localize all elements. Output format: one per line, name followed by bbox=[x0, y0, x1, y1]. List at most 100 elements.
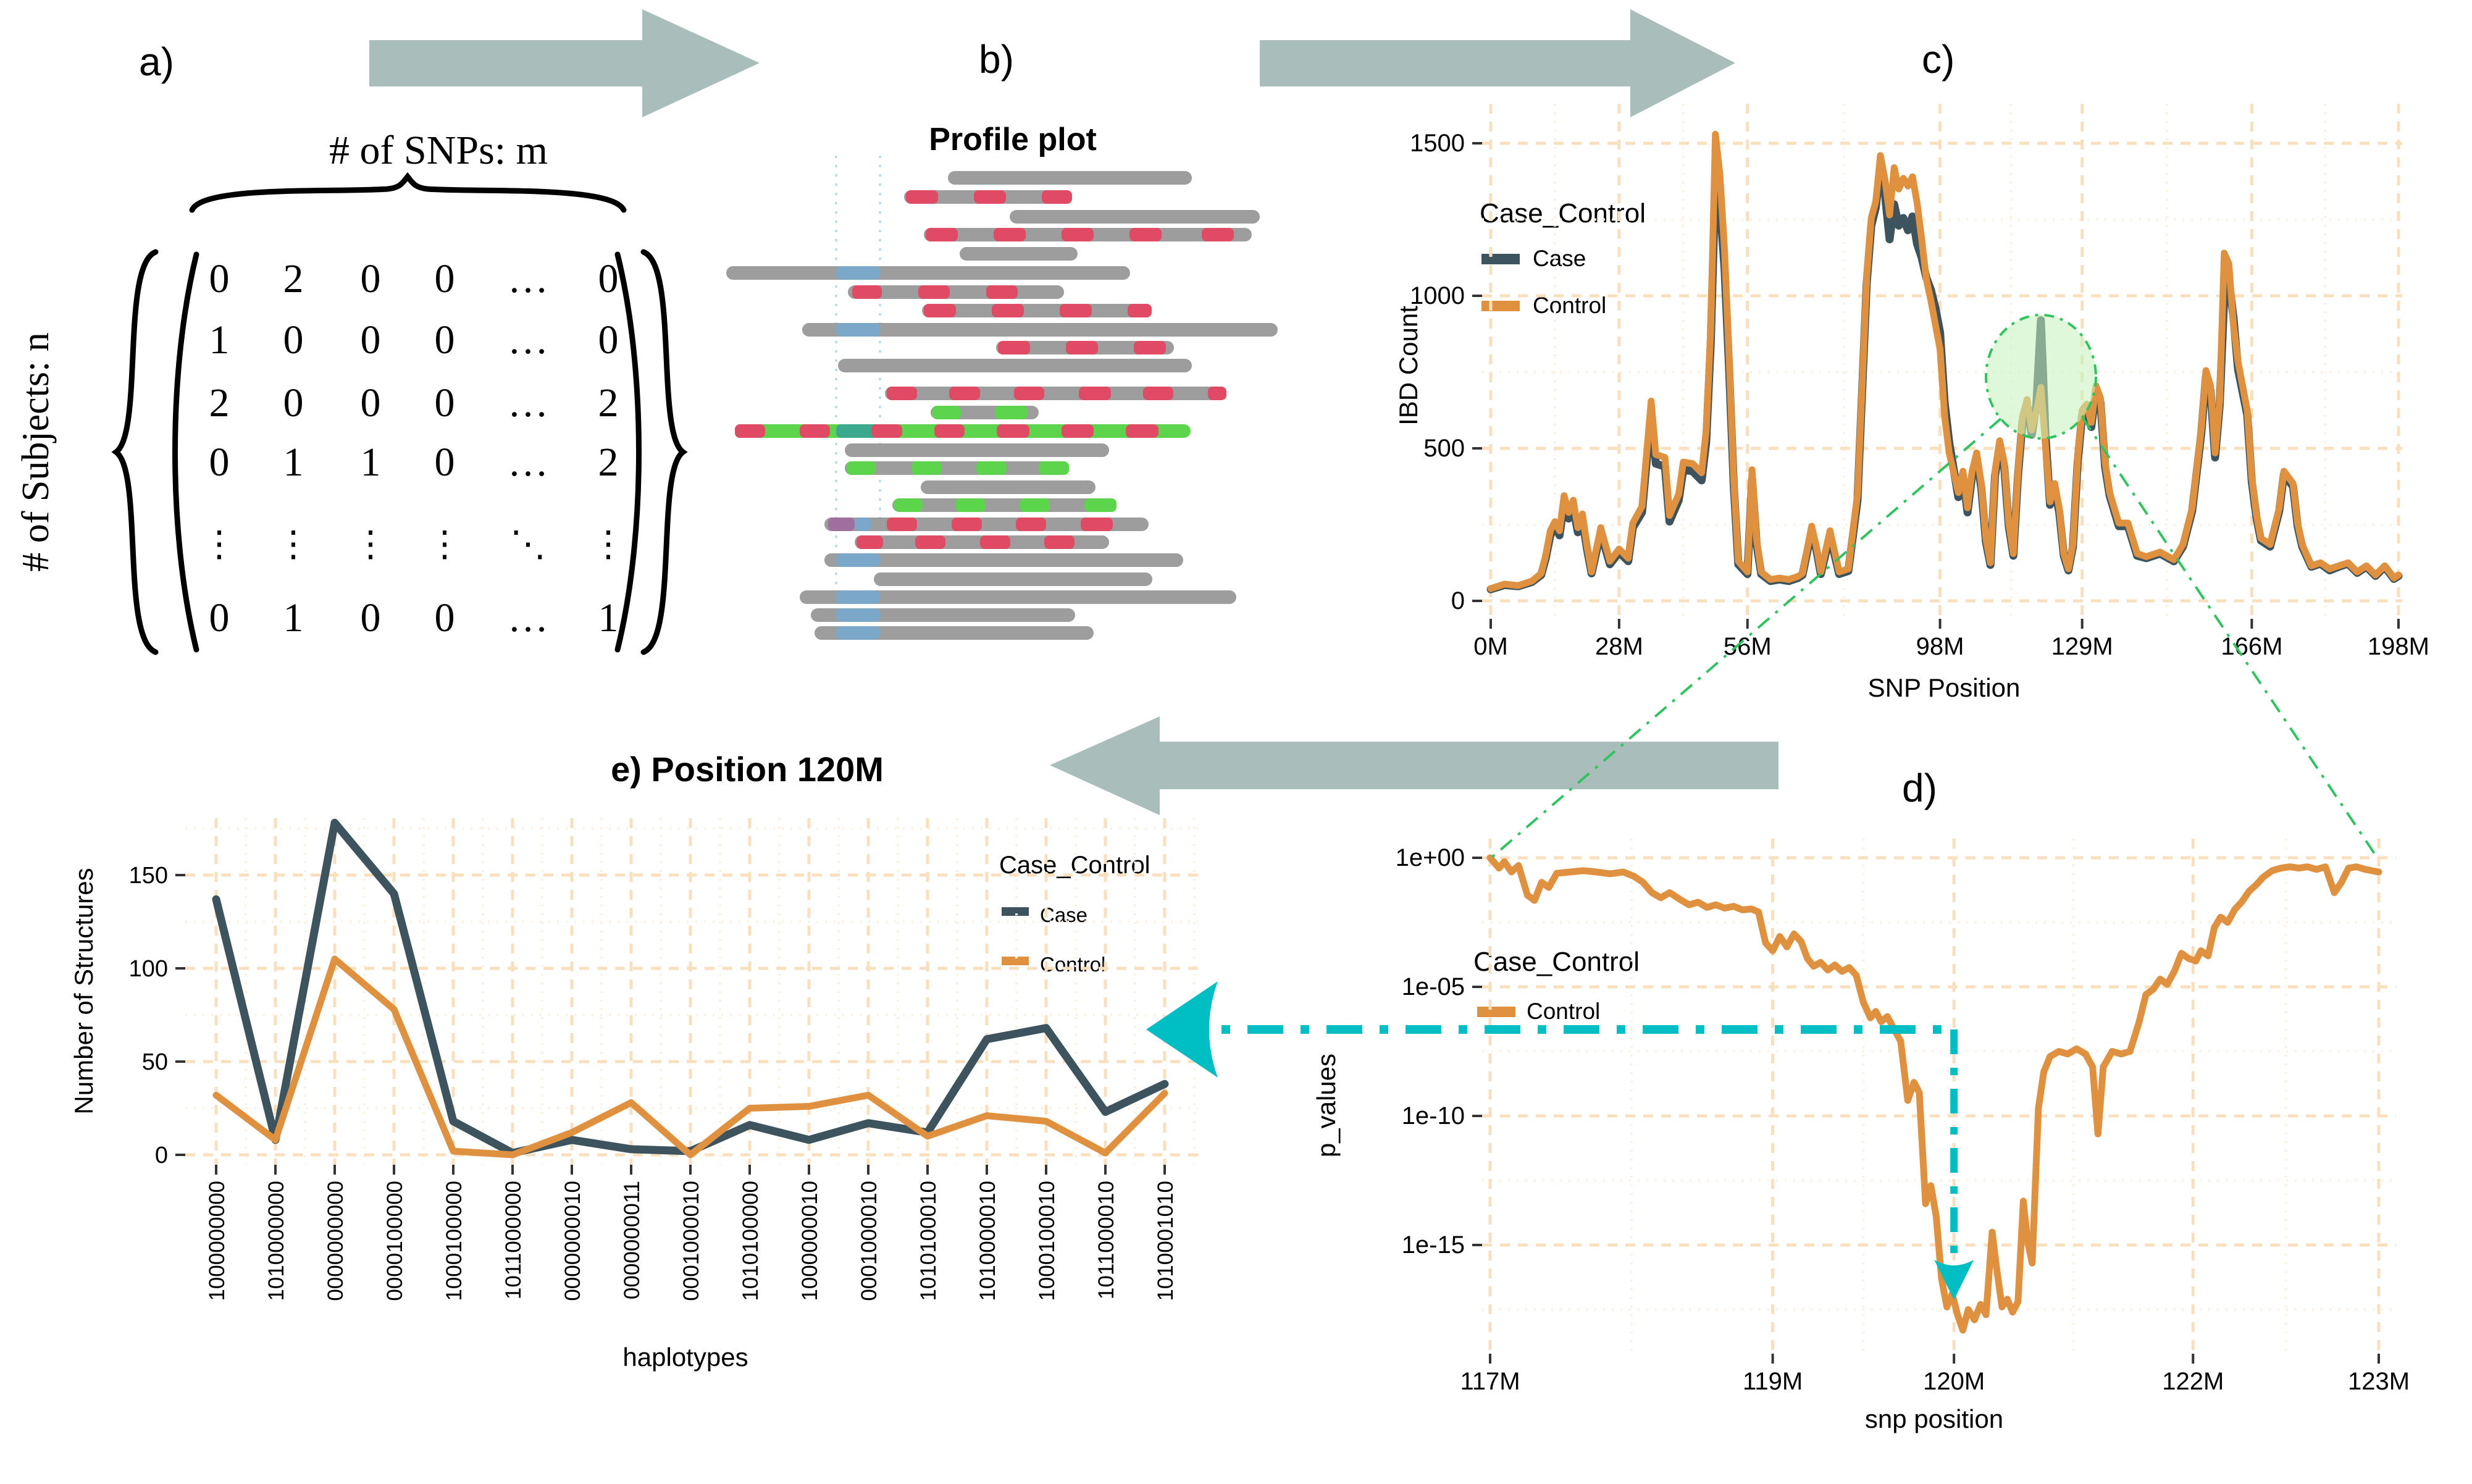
haplotype-bar-segment bbox=[918, 285, 950, 299]
c-legend-case-label: Case bbox=[1533, 246, 1586, 271]
tick-label: 1500 bbox=[1410, 130, 1465, 157]
tick-label: 1000 bbox=[1410, 282, 1465, 309]
tick-label: 28M bbox=[1595, 633, 1643, 660]
e-legend-case-swatch-icon bbox=[1002, 907, 1029, 916]
tick-label: 50 bbox=[142, 1049, 168, 1075]
matrix-cell: 0 bbox=[435, 380, 455, 425]
position-120M-arrowhead-icon bbox=[1934, 1260, 1974, 1300]
haplotype-bar-segment bbox=[934, 424, 965, 438]
arrow-b-to-c-icon bbox=[1260, 9, 1735, 117]
tick-label: 123M bbox=[2348, 1368, 2410, 1395]
tick-label: 1011000010 bbox=[1094, 1181, 1118, 1299]
matrix-cell: 1 bbox=[361, 440, 381, 485]
e-x-axis-title: haplotypes bbox=[622, 1343, 748, 1372]
c-legend-case-swatch-icon bbox=[1481, 254, 1520, 264]
haplotype-bar-segment bbox=[992, 304, 1024, 317]
matrix-cell: 0 bbox=[361, 595, 381, 640]
haplotype-bar bbox=[948, 171, 1192, 185]
haplotype-bar-segment bbox=[1081, 518, 1113, 531]
tick-label: 117M bbox=[1460, 1368, 1520, 1395]
matrix-cell: 0 bbox=[598, 317, 619, 363]
matrix-cell: … bbox=[508, 440, 548, 485]
haplotype-bar-segment bbox=[855, 518, 871, 531]
haplotype-bar-segment bbox=[836, 626, 880, 640]
tick-label: 0000000010 bbox=[561, 1181, 585, 1301]
matrix-cell: 2 bbox=[598, 380, 619, 425]
haplotype-bar-segment bbox=[1060, 304, 1092, 317]
haplotype-bar-segment bbox=[1208, 387, 1226, 400]
tick-label: 1011000000 bbox=[501, 1181, 526, 1299]
matrix-cell: 0 bbox=[361, 256, 381, 301]
matrix-cell: … bbox=[508, 380, 548, 425]
matrix-cell: … bbox=[508, 595, 548, 640]
matrix-cell: ⋮ bbox=[590, 524, 626, 564]
tick-label: 1010100000 bbox=[739, 1181, 763, 1301]
tick-label: 150 bbox=[129, 863, 168, 889]
tick-label: 0000000011 bbox=[620, 1181, 644, 1299]
d-legend-control-label: Control bbox=[1527, 999, 1600, 1024]
p-values-chart: 1e+00 1e-05 1e-10 1e-15 117M 119M 120M 122M 123M bbox=[1396, 839, 2410, 1395]
matrix-cell: … bbox=[508, 256, 548, 301]
matrix-cell: 0 bbox=[361, 317, 381, 363]
haplotype-bar-segment bbox=[1129, 228, 1162, 241]
subjects-right-brace-icon bbox=[640, 249, 688, 655]
matrix-cell: 0 bbox=[598, 256, 619, 301]
matrix-cell: 0 bbox=[361, 380, 381, 425]
tick-label: 1010000000 bbox=[264, 1181, 288, 1301]
matrix-cell: ⋮ bbox=[275, 524, 311, 564]
haplotype-bar-segment bbox=[974, 190, 1006, 204]
tick-label: 166M bbox=[2221, 633, 2282, 660]
c-legend-control-swatch-icon bbox=[1481, 301, 1520, 311]
haplotype-bar bbox=[800, 590, 1236, 604]
haplotype-bar-segment bbox=[735, 424, 765, 438]
matrix-left-paren-icon bbox=[172, 251, 199, 653]
data-series-line bbox=[1487, 130, 2402, 592]
tick-label: 198M bbox=[2368, 633, 2429, 660]
haplotype-bar-segment bbox=[1084, 498, 1117, 512]
matrix-cell: 2 bbox=[598, 440, 619, 485]
workflow-arrows bbox=[369, 9, 1779, 815]
arrow-d-to-e-icon bbox=[1050, 716, 1779, 815]
haplotype-bar bbox=[921, 480, 1096, 494]
haplotype-bar-segment bbox=[915, 535, 945, 549]
subjects-left-brace-icon bbox=[111, 249, 159, 655]
tick-label: 56M bbox=[1724, 633, 1772, 660]
haplotype-bar-segment bbox=[857, 535, 883, 549]
haplotype-bar-segment bbox=[976, 461, 1007, 475]
arrow-a-to-b-icon bbox=[369, 9, 760, 117]
matrix-cell: 0 bbox=[435, 595, 455, 640]
matrix-cell: 0 bbox=[435, 317, 455, 363]
haplotype-bar bbox=[802, 323, 1278, 337]
threshold-arrowhead-icon bbox=[1146, 981, 1218, 1078]
matrix-cell: 0 bbox=[209, 595, 230, 640]
haplotype-bar-segment bbox=[1128, 304, 1152, 317]
data-series-line bbox=[1486, 854, 2382, 1334]
c-legend: Case_Control Case Control bbox=[1480, 198, 1646, 318]
tick-label: 0M bbox=[1473, 633, 1508, 660]
haplotype-bar bbox=[922, 304, 1152, 317]
matrix-cell: ⋮ bbox=[201, 524, 237, 564]
e-legend-control-swatch-icon bbox=[1002, 957, 1029, 965]
matrix-cell: ⋮ bbox=[427, 524, 463, 564]
haplotype-bar-segment bbox=[1066, 341, 1098, 354]
matrix-cell: 0 bbox=[209, 440, 230, 485]
tick-label: 1010000010 bbox=[976, 1181, 1000, 1301]
highlight-ellipse bbox=[1985, 314, 2097, 440]
haplotype-bar-segment bbox=[1044, 535, 1075, 549]
tick-label: 1000100010 bbox=[1035, 1181, 1059, 1301]
haplotype-bar-segment bbox=[1134, 341, 1166, 354]
snps-columns-title: # of SNPs: m bbox=[329, 128, 548, 173]
haplotype-bar-segment bbox=[871, 424, 902, 438]
haplotype-bar-segment bbox=[887, 387, 917, 400]
haplotype-bar-segment bbox=[836, 323, 880, 337]
haplotype-bar-segment bbox=[1042, 190, 1072, 204]
haplotype-bar-segment bbox=[836, 590, 880, 604]
haplotype-bar-segment bbox=[949, 387, 980, 400]
d-legend: Case_Control Control bbox=[1473, 947, 1640, 1024]
e-legend-control-label: Control bbox=[1040, 953, 1105, 976]
tick-label: 1e+00 bbox=[1396, 844, 1465, 871]
matrix-cell: 0 bbox=[209, 256, 230, 301]
matrix-cell: 2 bbox=[283, 256, 304, 301]
